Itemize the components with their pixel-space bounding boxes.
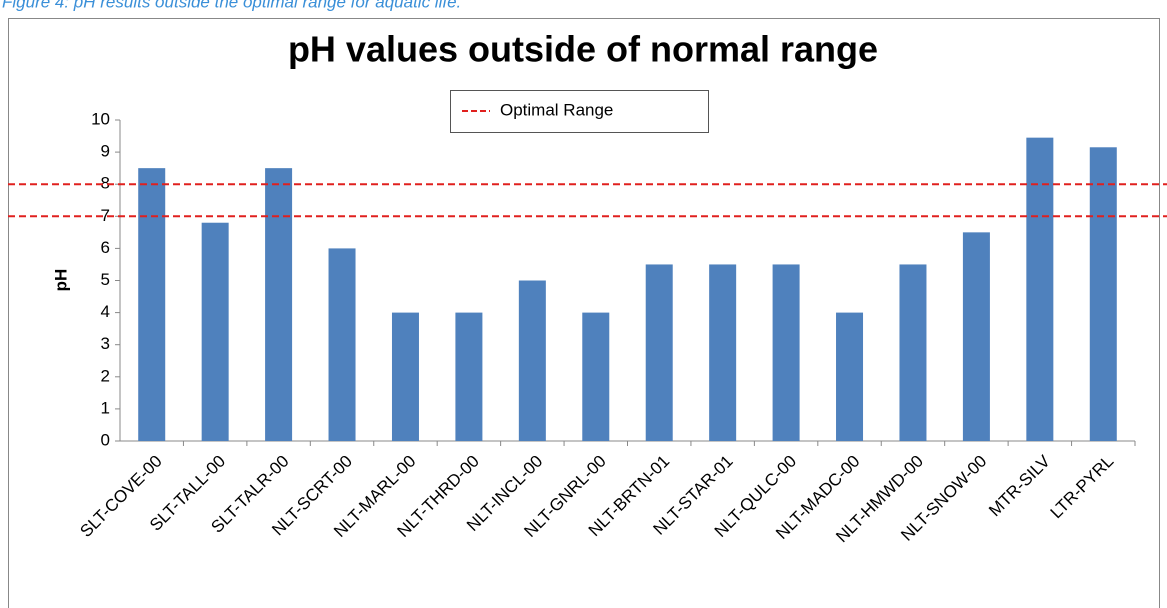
bar xyxy=(1089,147,1117,441)
y-tick-label: 7 xyxy=(101,206,110,225)
legend-box xyxy=(450,90,709,133)
y-tick-label: 3 xyxy=(101,334,110,353)
chart-title: pH values outside of normal range xyxy=(288,29,878,70)
bar xyxy=(582,312,610,441)
y-tick-label: 8 xyxy=(101,174,110,193)
bar xyxy=(772,264,800,441)
bar xyxy=(201,222,229,441)
y-tick-label: 5 xyxy=(101,270,110,289)
y-tick-label: 9 xyxy=(101,142,110,161)
y-tick-label: 2 xyxy=(101,366,110,385)
bar xyxy=(455,312,483,441)
bar xyxy=(1026,137,1054,441)
y-tick-label: 1 xyxy=(101,398,110,417)
y-tick-label: 0 xyxy=(101,430,110,449)
bar xyxy=(836,312,864,441)
bar xyxy=(645,264,673,441)
bar xyxy=(391,312,419,441)
figure-caption: Figure 4: pH results outside the optimal… xyxy=(2,0,461,11)
y-tick-label: 6 xyxy=(101,238,110,257)
bar xyxy=(328,248,356,441)
bar xyxy=(518,280,546,441)
x-tick-label: LTR-PYRL xyxy=(1047,452,1118,523)
x-tick-label: MTR-SILV xyxy=(985,451,1054,520)
chart-border xyxy=(8,18,1160,608)
legend-label: Optimal Range xyxy=(500,100,613,119)
bar xyxy=(138,168,166,441)
bar xyxy=(962,232,990,441)
bar xyxy=(709,264,737,441)
y-tick-label: 4 xyxy=(101,302,110,321)
bar xyxy=(265,168,293,441)
y-tick-label: 10 xyxy=(91,109,110,128)
bar xyxy=(899,264,927,441)
y-axis-label: pH xyxy=(51,269,70,292)
